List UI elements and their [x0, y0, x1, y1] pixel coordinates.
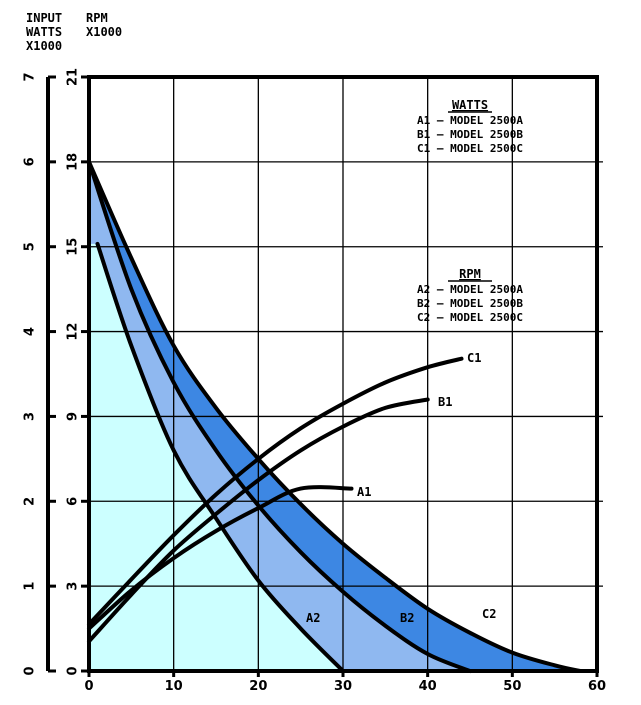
legend-entry: A1 — MODEL 2500A [417, 114, 523, 127]
series-line-b2 [87, 159, 472, 673]
area-fill-a2 [89, 243, 343, 671]
series-label-b1: B1 [438, 395, 452, 409]
watts-axis-title: INPUT WATTS X1000 [26, 11, 62, 53]
series-line-b1 [87, 397, 430, 644]
watts-axis-title-line: X1000 [26, 39, 63, 53]
legend-entry: A2 — MODEL 2500A [417, 283, 523, 296]
watts-axis-title-line: WATTS [26, 25, 63, 39]
watts-axis-title-line: INPUT [26, 11, 63, 25]
series-line-a1 [87, 485, 354, 631]
watts-tick-label: 1 [23, 582, 38, 591]
legend-entry: C2 — MODEL 2500C [417, 311, 523, 324]
rpm-tick-label: 0 [66, 666, 81, 675]
legend-title: WATTS [452, 98, 488, 112]
series-line-c1 [87, 356, 464, 627]
series-line-a2 [95, 241, 345, 673]
rpm-tick-label: 18 [66, 153, 81, 171]
rpm-tick-label: 9 [66, 412, 81, 421]
rpm-tick-label: 15 [66, 238, 81, 256]
legend-entry: B1 — MODEL 2500B [417, 128, 523, 141]
watts-tick-label: 7 [23, 72, 38, 81]
legend-entry: B2 — MODEL 2500B [417, 297, 523, 310]
x-tick-label: 0 [84, 679, 93, 694]
series-labels: A1 B1 C1 A2 B2 C2 [306, 351, 496, 625]
legend-entry: C1 — MODEL 2500C [417, 142, 523, 155]
watts-tick-label: 0 [23, 666, 38, 675]
rpm-tick-label: 3 [66, 582, 81, 591]
rpm-axis-title: RPM X1000 [86, 11, 122, 39]
rpm-tick-label: 6 [66, 497, 81, 506]
x-tick-label: 40 [419, 679, 437, 694]
rpm-axis-title-line: RPM [86, 11, 108, 25]
series-line-c2 [87, 159, 583, 673]
watts-tick-label: 2 [23, 497, 38, 506]
rpm-tick-label: 12 [66, 323, 81, 341]
series-label-a2: A2 [306, 611, 320, 625]
watts-tick-label: 3 [23, 412, 38, 421]
watts-tick-label: 4 [23, 327, 38, 336]
series-label-c1: C1 [467, 351, 481, 365]
rpm-tick-label: 21 [66, 68, 81, 86]
x-tick-label: 20 [249, 679, 267, 694]
curve-fills [89, 161, 581, 671]
x-tick-label: 30 [334, 679, 352, 694]
grid [89, 77, 603, 671]
series-label-b2: B2 [400, 611, 414, 625]
x-tick-label: 60 [588, 679, 606, 694]
watts-tick-label: 5 [23, 242, 38, 251]
series-label-a1: A1 [357, 485, 371, 499]
legend-title: RPM [459, 267, 481, 281]
x-tick-label: 50 [503, 679, 521, 694]
x-tick-label: 10 [165, 679, 183, 694]
watts-tick-label: 6 [23, 157, 38, 166]
rpm-axis-title-line: X1000 [86, 25, 123, 39]
curves [87, 159, 583, 673]
series-label-c2: C2 [482, 607, 496, 621]
